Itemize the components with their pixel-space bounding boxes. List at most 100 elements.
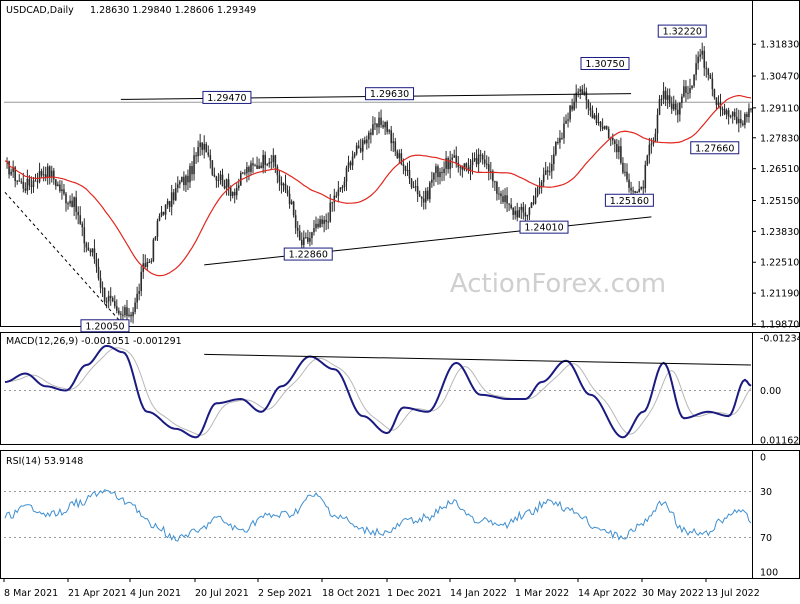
candle-body: [111, 297, 114, 302]
candle-body: [30, 185, 33, 187]
panel-frame-rsi: [0, 450, 800, 579]
candle-body: [455, 155, 458, 163]
candle-body: [12, 167, 14, 172]
candle-body: [378, 117, 380, 128]
candle-body: [526, 214, 529, 217]
candle-body: [662, 90, 665, 99]
candle-body: [567, 119, 569, 121]
candle-body: [172, 192, 175, 201]
candle-body: [10, 171, 12, 175]
candle-body: [313, 228, 315, 233]
price-trendline: [204, 216, 652, 266]
candle-body: [237, 185, 240, 188]
candle-body: [164, 204, 167, 215]
candle-body: [557, 142, 559, 144]
candle-body: [69, 200, 71, 204]
level-label: 1.20050: [85, 321, 124, 332]
candle-body: [345, 167, 348, 182]
candle-body: [721, 108, 724, 110]
candle-body: [414, 186, 417, 188]
candle-body: [634, 191, 636, 193]
candle-body: [48, 166, 51, 178]
candle-body: [603, 126, 606, 129]
candle-body: [40, 171, 43, 176]
candle-body: [191, 166, 193, 175]
candle-body: [717, 102, 720, 105]
candle-body: [229, 186, 232, 196]
candle-body: [746, 114, 748, 118]
candle-body: [418, 194, 421, 197]
candle-body: [359, 147, 362, 152]
rsi-header: RSI(14) 53.9148: [6, 456, 83, 467]
candle-body: [197, 146, 199, 157]
candle-body: [199, 142, 201, 147]
rsi-tick-label: 100: [760, 568, 778, 579]
price-tick-label: 1.30470: [760, 72, 799, 83]
candle-body: [412, 187, 415, 189]
candle-body: [390, 130, 393, 144]
candle-body: [727, 110, 730, 117]
candle-body: [290, 201, 293, 204]
candle-body: [24, 188, 27, 191]
candle-body: [638, 188, 640, 193]
candle-body: [341, 187, 344, 189]
candle-body: [370, 132, 372, 135]
candle-body: [321, 219, 323, 224]
candle-body: [8, 161, 10, 175]
candle-body: [134, 302, 136, 312]
candle-body: [225, 179, 228, 189]
price-tick-label: 1.21190: [760, 289, 799, 300]
candle-body: [748, 108, 750, 118]
candle-body: [426, 190, 429, 200]
candle-body: [32, 180, 35, 187]
candle-body: [227, 179, 230, 187]
candle-body: [282, 183, 285, 186]
candle-body: [329, 202, 332, 222]
level-label-box: [519, 220, 569, 234]
candle-body: [703, 50, 706, 68]
level-label: 1.25160: [610, 196, 649, 207]
candle-body: [91, 248, 94, 253]
candle-body: [593, 115, 596, 119]
candle-body: [81, 223, 84, 228]
candle-body: [666, 95, 669, 100]
candle-body: [300, 239, 303, 246]
watermark: ActionForex.com: [450, 269, 666, 299]
macd-trendline: [204, 353, 751, 366]
candle-body: [544, 170, 547, 175]
candle-body: [315, 223, 317, 229]
candle-body: [660, 98, 663, 100]
candle-body: [209, 155, 212, 161]
candle-body: [368, 132, 370, 140]
candle-body: [492, 171, 494, 182]
candle-body: [150, 261, 153, 263]
candle-body: [325, 219, 327, 222]
rsi-tick-label: 0: [760, 453, 766, 464]
candle-body: [187, 175, 189, 183]
candle-body: [353, 153, 356, 157]
candle-body: [404, 165, 407, 171]
candle-body: [361, 140, 364, 152]
candle-body: [443, 168, 445, 173]
candle-body: [725, 110, 728, 115]
candle-body: [447, 158, 449, 170]
candle-body: [530, 202, 533, 208]
candle-body: [195, 155, 197, 157]
candle-body: [136, 293, 138, 303]
candle-body: [250, 163, 252, 172]
candle-body: [664, 90, 667, 100]
candle-body: [449, 159, 451, 170]
candle-body: [481, 155, 484, 160]
candle-body: [87, 247, 90, 251]
candle-body: [740, 118, 742, 124]
candle-body: [569, 105, 571, 120]
candle-body: [176, 184, 179, 189]
candle-body: [339, 187, 342, 190]
panel-frame-macd: [0, 332, 800, 445]
candle-body: [697, 56, 699, 64]
candle-body: [618, 146, 620, 153]
candle-body: [252, 163, 254, 166]
candle-body: [735, 116, 738, 124]
candle-body: [152, 239, 155, 262]
candle-body: [181, 176, 183, 182]
